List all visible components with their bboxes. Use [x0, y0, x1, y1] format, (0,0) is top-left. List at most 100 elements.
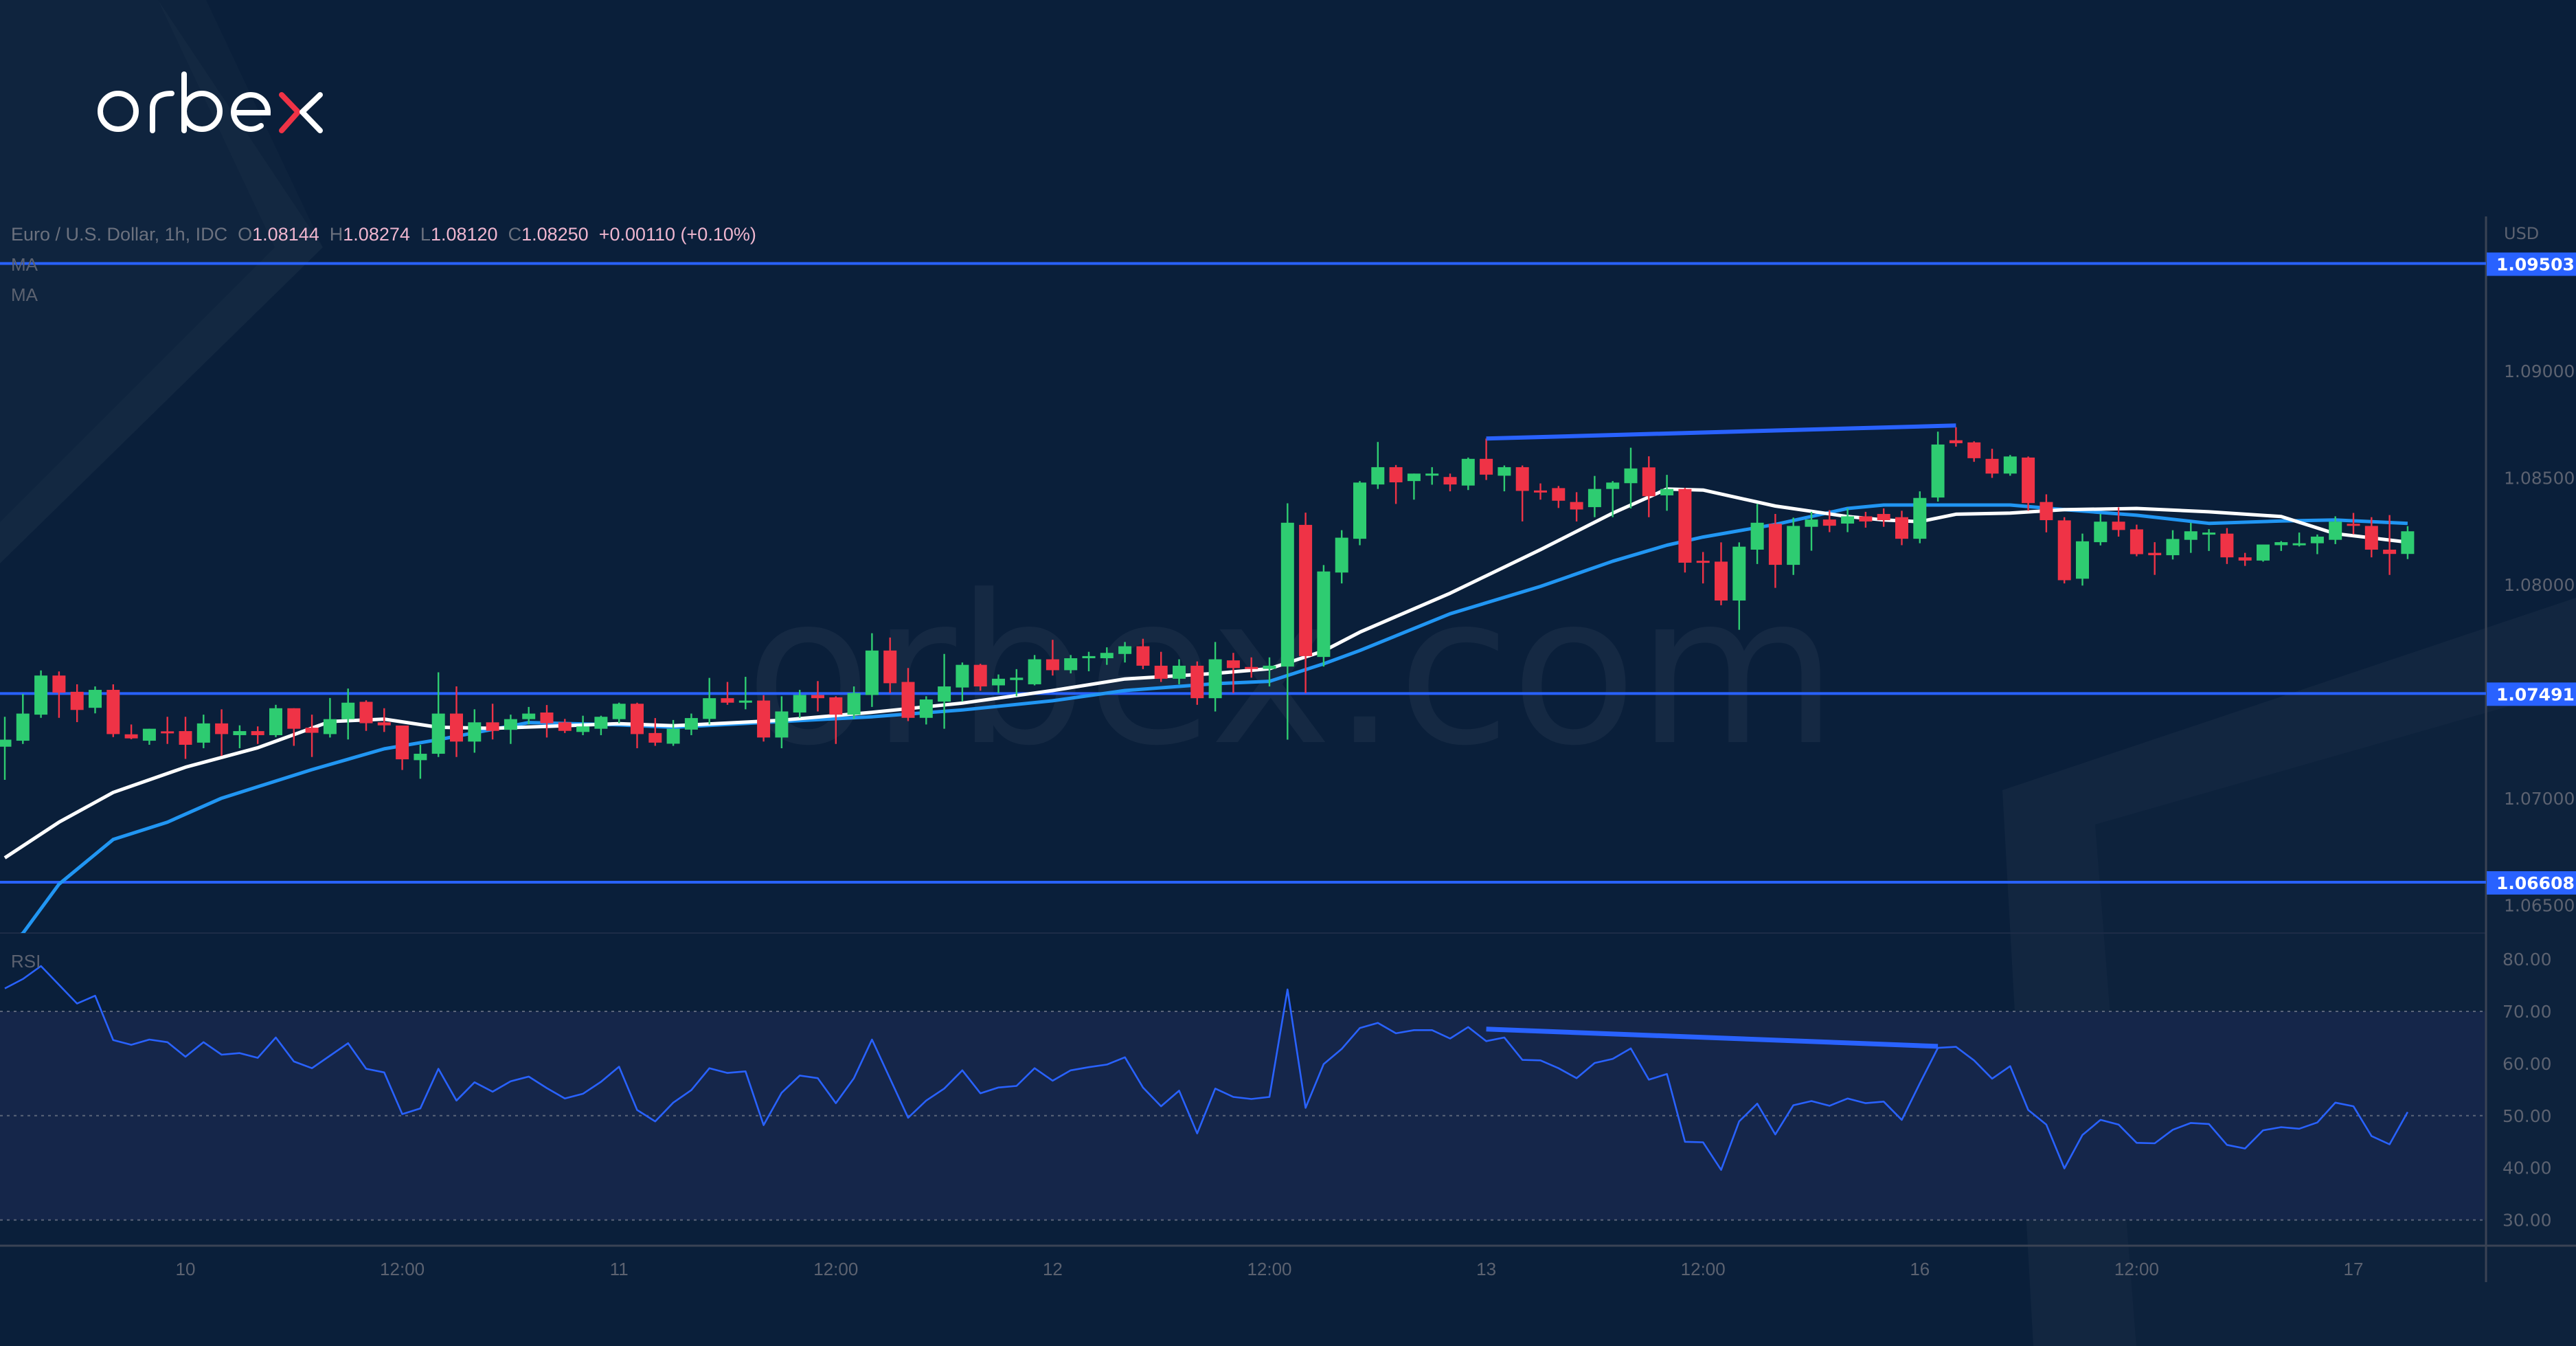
candle[interactable]: [359, 700, 373, 731]
candle[interactable]: [1913, 491, 1927, 543]
candle[interactable]: [1226, 653, 1240, 693]
candle[interactable]: [2274, 541, 2288, 551]
candle[interactable]: [2401, 526, 2415, 559]
candle[interactable]: [414, 744, 427, 779]
candle[interactable]: [1515, 465, 1529, 521]
candle[interactable]: [196, 715, 210, 748]
candle[interactable]: [2148, 542, 2162, 575]
candle[interactable]: [2112, 507, 2125, 537]
candle[interactable]: [0, 717, 12, 780]
candle[interactable]: [1822, 510, 1836, 532]
candle[interactable]: [522, 706, 536, 725]
candle[interactable]: [919, 696, 933, 725]
rsi-trendline[interactable]: [1486, 1027, 1939, 1049]
candle[interactable]: [1678, 488, 1692, 573]
candle[interactable]: [648, 718, 662, 746]
candle[interactable]: [1931, 431, 1945, 502]
candle[interactable]: [1967, 441, 1981, 462]
candle[interactable]: [576, 715, 590, 735]
candle[interactable]: [973, 664, 987, 691]
candle[interactable]: [2094, 514, 2108, 546]
candle[interactable]: [901, 668, 915, 721]
candle[interactable]: [468, 709, 482, 753]
candle[interactable]: [1389, 464, 1403, 504]
candle[interactable]: [1480, 438, 1493, 480]
candle[interactable]: [1588, 475, 1601, 517]
candle[interactable]: [1082, 651, 1096, 671]
candle[interactable]: [2129, 524, 2143, 557]
candle[interactable]: [1985, 449, 1999, 478]
candle[interactable]: [992, 674, 1005, 693]
candle[interactable]: [396, 725, 409, 770]
candle[interactable]: [2220, 528, 2234, 564]
candle[interactable]: [1173, 659, 1186, 684]
candle[interactable]: [1046, 640, 1059, 676]
candle[interactable]: [251, 726, 264, 744]
candle[interactable]: [738, 677, 752, 710]
candle[interactable]: [70, 684, 84, 722]
candle[interactable]: [1100, 647, 1114, 665]
candle[interactable]: [1010, 669, 1024, 697]
candle[interactable]: [1407, 473, 1421, 500]
candle[interactable]: [1805, 511, 1818, 551]
candle[interactable]: [1064, 655, 1078, 674]
candle[interactable]: [1696, 552, 1710, 584]
candle[interactable]: [2364, 517, 2378, 558]
candle[interactable]: [1534, 483, 1547, 500]
candle[interactable]: [1606, 481, 1620, 517]
candle[interactable]: [703, 677, 716, 725]
candle[interactable]: [811, 681, 824, 712]
candle[interactable]: [16, 693, 30, 744]
candle[interactable]: [1750, 504, 1764, 564]
candle[interactable]: [594, 715, 608, 735]
candle[interactable]: [341, 688, 355, 740]
candle[interactable]: [829, 696, 843, 744]
candle[interactable]: [1353, 481, 1366, 546]
candle[interactable]: [1371, 442, 1385, 489]
candle[interactable]: [450, 686, 463, 757]
candle[interactable]: [1280, 503, 1294, 740]
candle[interactable]: [233, 725, 247, 748]
candle[interactable]: [721, 682, 734, 705]
candle[interactable]: [1841, 508, 1855, 532]
candle[interactable]: [486, 704, 499, 740]
candle[interactable]: [1895, 511, 1908, 546]
candle[interactable]: [1859, 511, 1873, 528]
candle[interactable]: [1136, 638, 1150, 669]
candle[interactable]: [1118, 642, 1132, 663]
candle[interactable]: [1299, 513, 1313, 693]
candle[interactable]: [1425, 467, 1439, 485]
candle[interactable]: [2057, 517, 2071, 584]
candle[interactable]: [124, 724, 138, 739]
candle[interactable]: [377, 708, 391, 732]
candle[interactable]: [305, 715, 319, 757]
candle[interactable]: [847, 686, 861, 719]
candle[interactable]: [865, 633, 879, 707]
candle[interactable]: [1498, 465, 1511, 492]
candle[interactable]: [2238, 552, 2252, 566]
candle[interactable]: [1317, 565, 1331, 667]
candle[interactable]: [666, 719, 680, 746]
candle[interactable]: [775, 696, 789, 748]
candle[interactable]: [938, 653, 951, 729]
candle[interactable]: [2310, 534, 2324, 554]
candle[interactable]: [1335, 530, 1348, 584]
candle[interactable]: [287, 708, 301, 746]
candle[interactable]: [2022, 456, 2035, 511]
candle[interactable]: [540, 705, 554, 738]
ma-indicator-label-1[interactable]: MA: [11, 254, 38, 275]
candle[interactable]: [1570, 492, 1583, 521]
candle[interactable]: [1787, 517, 1800, 575]
candle[interactable]: [2040, 494, 2053, 532]
candle[interactable]: [431, 672, 445, 757]
candle[interactable]: [684, 713, 698, 735]
candle[interactable]: [2184, 522, 2197, 553]
candle[interactable]: [1949, 427, 1963, 447]
candle[interactable]: [1461, 457, 1475, 491]
candle[interactable]: [883, 637, 897, 693]
candle[interactable]: [1190, 661, 1204, 705]
candle[interactable]: [504, 715, 517, 744]
candle[interactable]: [1660, 475, 1674, 511]
candle[interactable]: [956, 662, 969, 702]
candle[interactable]: [1263, 657, 1276, 687]
